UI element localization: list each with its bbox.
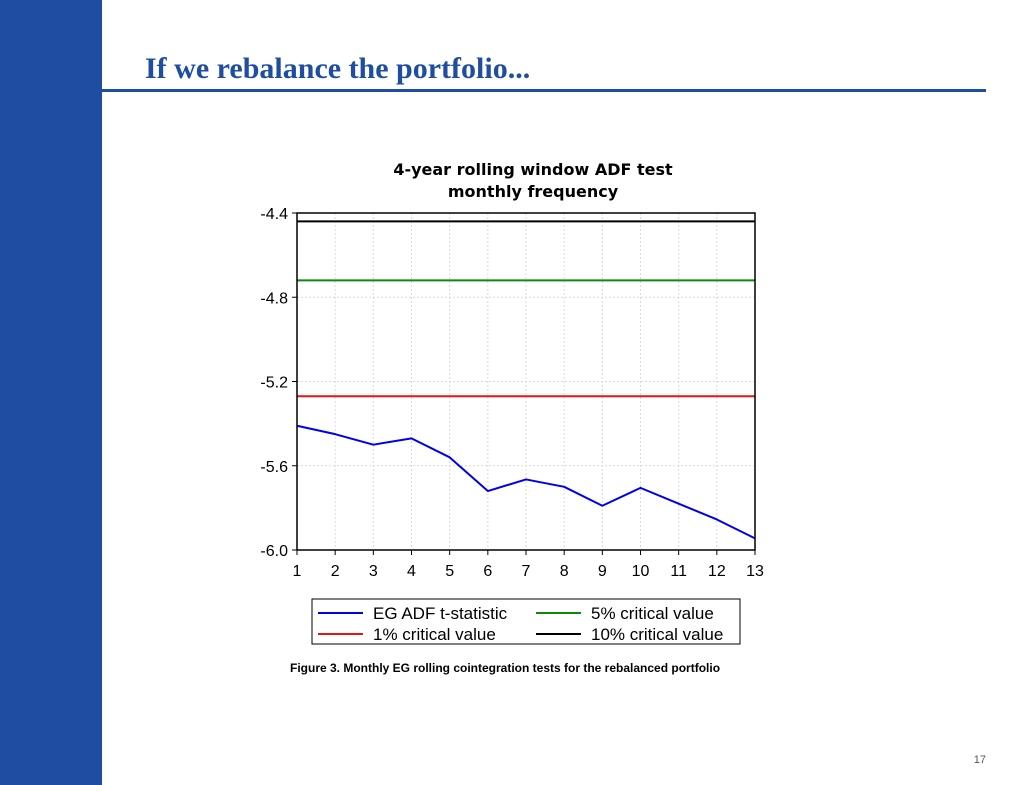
- x-tick-label-9: 9: [598, 563, 607, 580]
- page-number: 17: [973, 754, 986, 766]
- legend-label-3: 1% critical value: [373, 625, 496, 644]
- x-tick-label-10: 10: [632, 563, 650, 580]
- x-tick-label-6: 6: [483, 563, 492, 580]
- chart-legend: EG ADF t-statistic 5% critical value 1% cr…: [311, 598, 741, 645]
- x-tick-label-7: 7: [522, 563, 531, 580]
- title-rule: [35, 89, 986, 92]
- chart-title-line-2: monthly frequency: [448, 182, 619, 201]
- legend-box: [311, 598, 741, 645]
- x-tick-label-8: 8: [560, 563, 569, 580]
- legend-label-2: 5% critical value: [591, 604, 714, 623]
- series-line-1: [296, 424, 756, 540]
- y-tick-label-1: -6.0: [260, 543, 288, 560]
- y-tick-label-3: -5.2: [260, 375, 288, 392]
- x-tick-label-1: 1: [293, 563, 302, 580]
- y-tick-label-2: -5.6: [260, 459, 288, 476]
- chart-grid: [296, 212, 756, 551]
- chart-title-line-1: 4-year rolling window ADF test: [393, 160, 673, 179]
- chart: 4-year rolling window ADF test monthly fr…: [260, 160, 764, 645]
- y-tick-label-4: -4.8: [260, 290, 288, 307]
- x-tick-label-2: 2: [331, 563, 340, 580]
- y-tick-label-5: -4.4: [260, 206, 288, 223]
- slide-title: If we rebalance the portfolio...: [145, 52, 531, 85]
- chart-title: 4-year rolling window ADF test monthly fr…: [393, 160, 673, 201]
- chart-series: [296, 220, 756, 540]
- x-tick-label-5: 5: [445, 563, 454, 580]
- x-tick-label-3: 3: [369, 563, 378, 580]
- x-tick-label-12: 12: [708, 563, 726, 580]
- x-tick-label-13: 13: [746, 563, 764, 580]
- x-tick-label-4: 4: [407, 563, 416, 580]
- legend-label-4: 10% critical value: [591, 625, 723, 644]
- chart-axes: -6.0-5.6-5.2-4.8-4.41 2 3 4 5 6 7 8 9 10 11 12 13: [260, 206, 764, 580]
- figure-caption: Figure 3. Monthly EG rolling cointegrati…: [290, 661, 721, 675]
- x-tick-label-11: 11: [670, 563, 687, 580]
- legend-label-1: EG ADF t-statistic: [373, 604, 508, 623]
- side-bar: [0, 0, 102, 785]
